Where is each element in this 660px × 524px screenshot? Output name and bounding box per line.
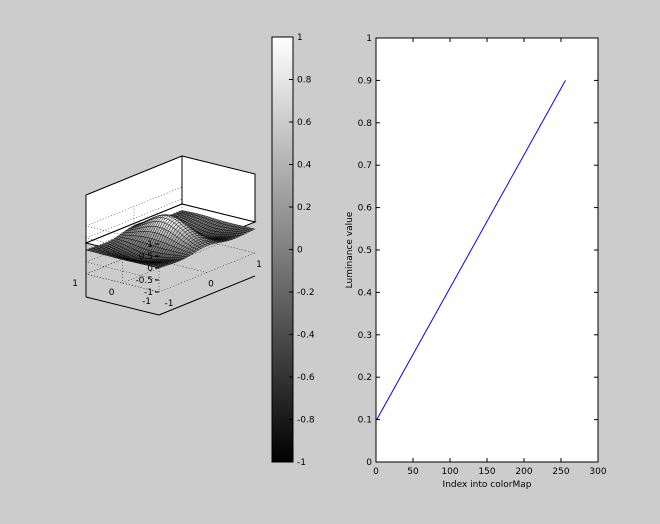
luminance-y-axis-label: Luminance value: [345, 211, 355, 288]
surface-z-tick-label: 0: [147, 264, 153, 274]
y-tick-label: 0.6: [358, 204, 373, 214]
x-tick-label: 300: [589, 467, 606, 477]
y-tick-label: 0.1: [358, 416, 372, 426]
colorbar-tick-label: -0.4: [297, 331, 315, 341]
luminance-plot-area: [376, 38, 598, 462]
x-tick-label: 200: [515, 467, 532, 477]
x-tick-label: 100: [441, 467, 458, 477]
y-tick-label: 0.9: [358, 76, 373, 86]
surface-x-tick-label: 1: [256, 260, 262, 270]
surface-y-tick-label: 0: [109, 288, 115, 298]
y-tick-label: 0: [366, 458, 372, 468]
surface-x-tick-label: 0: [208, 280, 214, 290]
surface-z-tick-label: 0.5: [139, 252, 153, 262]
colorbar-tick-label: 0.4: [297, 161, 312, 171]
colorbar-tick-label: -0.6: [297, 373, 315, 383]
colorbar-tick-label: 0.6: [297, 118, 312, 128]
x-tick-label: 250: [552, 467, 569, 477]
luminance-x-axis-label: Index into colorMap: [443, 480, 532, 490]
colorbar-tick-label: -0.2: [297, 288, 315, 298]
colorbar-tick-label: 0.2: [297, 203, 311, 213]
surface-z-tick-label: 1: [147, 240, 153, 250]
surface-z-tick-label: -0.5: [135, 276, 153, 286]
colorbar-tick-label: 0.8: [297, 76, 312, 86]
colorbar-tick-label: -0.8: [297, 416, 315, 426]
surface-y-tick-label: 1: [72, 279, 78, 289]
x-tick-label: 50: [407, 467, 419, 477]
surface-x-tick-label: -1: [165, 299, 174, 309]
colorbar-tick-label: -1: [297, 458, 306, 468]
colorbar-tick-label: 1: [297, 33, 303, 43]
surface-y-tick-label: -1: [142, 297, 151, 307]
y-tick-label: 0.5: [358, 246, 372, 256]
y-tick-label: 0.2: [358, 373, 372, 383]
y-tick-label: 0.4: [358, 288, 373, 298]
y-tick-label: 1: [366, 34, 372, 44]
y-tick-label: 0.3: [358, 331, 372, 341]
x-tick-label: 150: [478, 467, 495, 477]
luminance-axes: 0 50 100 150 200 250 300 0 0.1 0.2 0.3 0.4 0.5 0.6 0.7…: [345, 34, 607, 490]
y-tick-label: 0.7: [358, 161, 372, 171]
colorbar-tick-label: 0: [297, 246, 303, 256]
y-tick-label: 0.8: [358, 119, 373, 129]
x-tick-label: 0: [373, 467, 379, 477]
